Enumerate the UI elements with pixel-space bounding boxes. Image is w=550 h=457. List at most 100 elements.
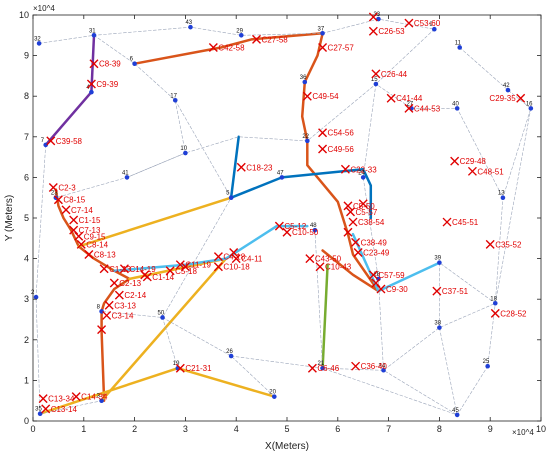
crossing-label-C9-30: C9-30 bbox=[386, 285, 408, 294]
y-tick-label-8: 8 bbox=[24, 91, 29, 101]
crossing-label-C43-50: C43-50 bbox=[315, 255, 342, 264]
crossing-marker-C53-60: C53-60 bbox=[404, 18, 441, 28]
route-gold-4 bbox=[77, 196, 233, 248]
crossing-label-C35-52: C35-52 bbox=[495, 240, 522, 249]
node-label-25: 25 bbox=[483, 359, 490, 365]
x-tick-label-1: 1 bbox=[81, 424, 86, 434]
node-label-50: 50 bbox=[158, 310, 165, 316]
crossing-label-C5-57: C5-57 bbox=[356, 208, 378, 217]
crossing-marker-C38-57 bbox=[371, 278, 381, 288]
crossing-marker-C27-58: C27-58 bbox=[252, 34, 288, 44]
node-point-5 bbox=[228, 195, 234, 200]
crossing-label-C8-14: C8-14 bbox=[86, 240, 108, 249]
crossing-marker-C41-44: C41-44 bbox=[386, 93, 423, 103]
x-tick-label-6: 6 bbox=[335, 424, 340, 434]
node-label-20: 20 bbox=[269, 390, 276, 396]
node-point-42 bbox=[505, 87, 511, 93]
node-point-37 bbox=[320, 30, 325, 36]
node-label-29: 29 bbox=[236, 28, 243, 34]
node-label-5: 5 bbox=[226, 191, 230, 197]
crossing-label-C22-33: C22-33 bbox=[350, 165, 377, 174]
node-label-3: 3 bbox=[97, 394, 101, 400]
node-label-4: 4 bbox=[86, 85, 90, 91]
node-point-7 bbox=[43, 142, 48, 148]
crossing-label-C45-51: C45-51 bbox=[452, 218, 479, 227]
crossing-label-C10-43: C10-43 bbox=[325, 263, 352, 272]
crossing-label-C49-54: C49-54 bbox=[312, 92, 339, 101]
x-tick-label-8: 8 bbox=[437, 424, 442, 434]
node-point-24 bbox=[360, 175, 366, 180]
node-point-38 bbox=[437, 325, 442, 330]
crossing-label-C10-50: C10-50 bbox=[292, 228, 319, 237]
y-tick-label-7: 7 bbox=[24, 132, 29, 142]
route-blue-8 bbox=[229, 135, 373, 220]
crossing-label-C14-34: C14-34 bbox=[81, 393, 108, 402]
node-label-41: 41 bbox=[122, 170, 129, 176]
crossing-marker-C33 bbox=[368, 12, 378, 22]
y-tick-label-2: 2 bbox=[24, 335, 29, 345]
crossing-marker-C50-49 bbox=[358, 199, 368, 209]
node-label-42: 42 bbox=[503, 83, 510, 89]
crossing-marker-C13-14: C13-14 bbox=[41, 404, 77, 414]
y-tick-label-3: 3 bbox=[24, 294, 29, 304]
crossing-label-C28-52: C28-52 bbox=[500, 309, 527, 318]
route-gold-5 bbox=[100, 257, 228, 402]
crossing-label-C11-19: C11-19 bbox=[185, 261, 211, 270]
y-tick-label-1: 1 bbox=[24, 375, 29, 385]
route-orange_red-3 bbox=[321, 249, 380, 293]
crossing-label-C44-53: C44-53 bbox=[414, 104, 441, 113]
crossing-label-C6-46: C6-46 bbox=[317, 364, 339, 373]
node-point-16 bbox=[528, 106, 534, 111]
x-axis-label: X(Meters) bbox=[265, 441, 309, 452]
crossing-label-C13-34: C13-34 bbox=[48, 395, 75, 404]
node-point-10 bbox=[183, 150, 188, 156]
node-point-41 bbox=[124, 175, 130, 180]
crossing-label-C26-44: C26-44 bbox=[381, 70, 408, 79]
crossing-marker-C7-13: C7-13 bbox=[69, 225, 101, 235]
crosses-layer: C53-60 C26-53 C42-58 C27-58 C27-57 C8-39 C9-39… bbox=[38, 12, 527, 414]
x-tick-label-0: 0 bbox=[30, 424, 35, 434]
node-point-22 bbox=[305, 138, 310, 144]
node-point-39 bbox=[437, 260, 442, 265]
node-point-31 bbox=[91, 33, 97, 38]
crossing-marker-C9-30: C9-30 bbox=[376, 284, 408, 294]
x-tick-label-5: 5 bbox=[284, 424, 289, 434]
node-point-45 bbox=[454, 412, 460, 418]
crossing-marker-C21-31: C21-31 bbox=[175, 363, 212, 373]
crossing-label-C7-13: C7-13 bbox=[79, 226, 101, 235]
node-point-36 bbox=[302, 79, 308, 85]
crossing-label-C4-11: C4-11 bbox=[241, 255, 263, 264]
route-orange_red-1 bbox=[133, 32, 380, 293]
node-label-18: 18 bbox=[490, 296, 497, 302]
crossing-marker-C18-23: C18-23 bbox=[236, 162, 273, 172]
node-label-45: 45 bbox=[452, 408, 459, 414]
node-point-11 bbox=[457, 45, 463, 50]
crossing-label-C2-3: C2-3 bbox=[58, 184, 76, 193]
crossing-label-C14-19: C14-19 bbox=[129, 265, 156, 274]
crossing-marker-C49-56: C49-56 bbox=[318, 144, 355, 154]
node-point-20 bbox=[272, 394, 277, 399]
crossing-label-C9-15: C9-15 bbox=[84, 232, 106, 241]
crossing-label-C2-13: C2-13 bbox=[119, 279, 141, 288]
node-point-18 bbox=[492, 300, 498, 306]
crossing-marker-C38-49: C38-49 bbox=[351, 237, 387, 247]
nodes-layer: 2345678101113151617181920212223242526272… bbox=[31, 12, 534, 418]
crossing-marker-C49-54: C49-54 bbox=[302, 91, 339, 101]
crossing-label-C49-56: C49-56 bbox=[328, 145, 355, 154]
node-point-8 bbox=[99, 309, 104, 314]
node-point-4 bbox=[89, 89, 94, 95]
crossing-marker-C14-34: C14-34 bbox=[71, 392, 108, 402]
crossing-label-C41-44: C41-44 bbox=[396, 94, 423, 103]
node-point-29 bbox=[238, 33, 244, 38]
node-point-2 bbox=[33, 294, 39, 300]
y-tick-label-0: 0 bbox=[24, 416, 29, 426]
node-point-21 bbox=[320, 365, 325, 371]
node-label-47: 47 bbox=[277, 170, 284, 176]
crossing-marker-C44-53: C44-53 bbox=[404, 103, 441, 113]
edges-layer bbox=[35, 18, 532, 416]
node-label-32: 32 bbox=[34, 36, 41, 42]
node-label-7: 7 bbox=[41, 138, 45, 144]
crossing-marker-C7-14: C7-14 bbox=[61, 205, 93, 215]
crossing-marker-C28-52: C28-52 bbox=[490, 308, 527, 318]
route-thin_edge-15 bbox=[162, 100, 232, 369]
